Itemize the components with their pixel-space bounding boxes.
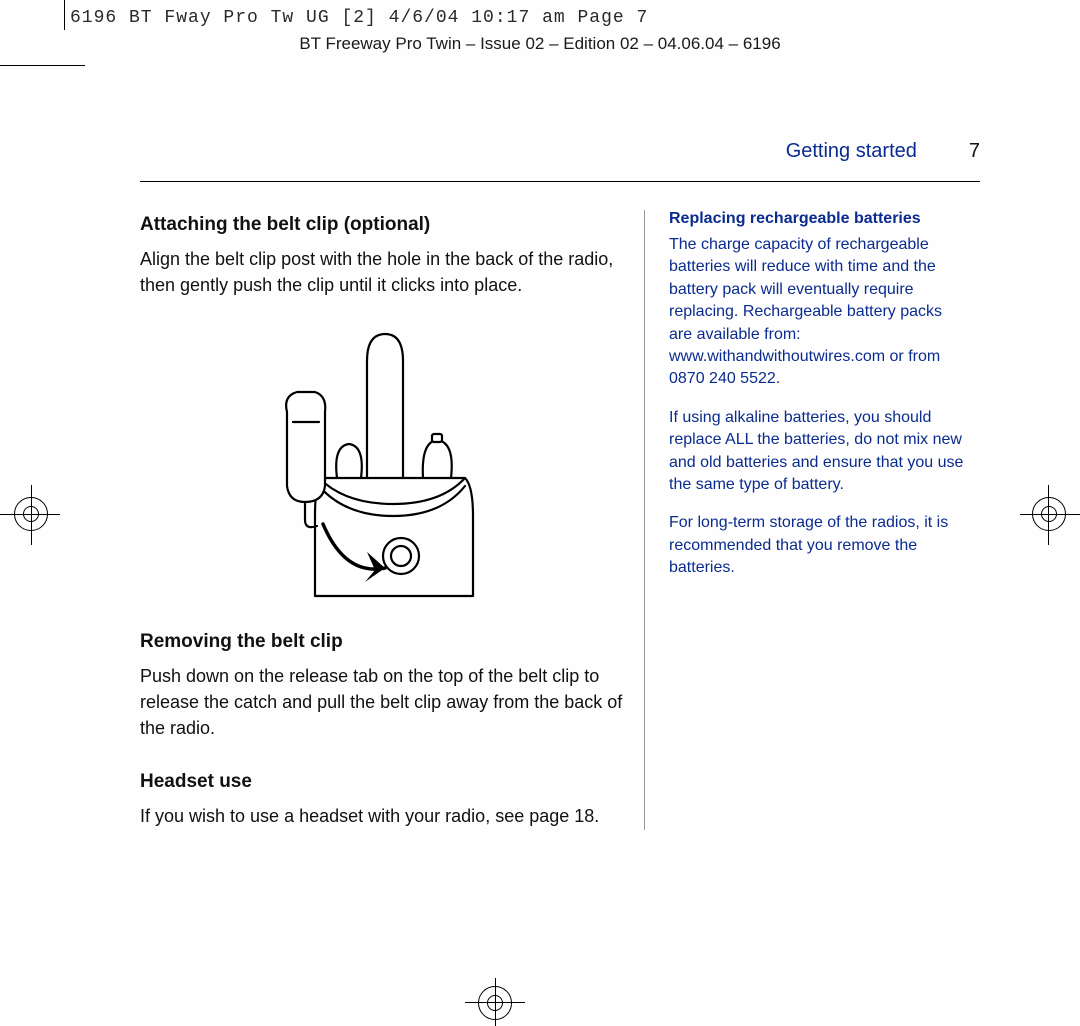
illustration-container	[140, 326, 624, 601]
text-remove-body: Push down on the release tab on the top …	[140, 663, 624, 741]
sidebar-paragraph: If using alkaline batteries, you should …	[669, 407, 965, 497]
registration-mark-icon	[1041, 506, 1057, 522]
sidebar-heading: Replacing rechargeable batteries	[669, 210, 965, 228]
crop-mark	[64, 0, 65, 30]
sidebar-paragraph: For long-term storage of the radios, it …	[669, 512, 965, 579]
text-headset-body: If you wish to use a headset with your r…	[140, 803, 624, 829]
crop-mark	[0, 65, 85, 66]
document-meta-line: BT Freeway Pro Twin – Issue 02 – Edition…	[0, 34, 1080, 54]
subhead-headset: Headset use	[140, 771, 624, 793]
belt-clip-illustration-icon	[275, 326, 490, 601]
two-column-layout: Attaching the belt clip (optional) Align…	[140, 210, 980, 830]
sidebar-column: Replacing rechargeable batteries The cha…	[645, 210, 965, 830]
page-content: Getting started 7 Attaching the belt cli…	[140, 140, 980, 830]
subhead-attach: Attaching the belt clip (optional)	[140, 214, 624, 236]
subhead-remove: Removing the belt clip	[140, 631, 624, 653]
registration-mark-icon	[487, 995, 503, 1011]
text-attach-body: Align the belt clip post with the hole i…	[140, 246, 624, 298]
running-header: Getting started 7	[140, 140, 980, 182]
registration-mark-icon	[23, 506, 39, 522]
sidebar-paragraph: The charge capacity of rechargeable batt…	[669, 234, 965, 391]
page-number: 7	[969, 140, 980, 163]
section-name: Getting started	[786, 140, 917, 163]
main-column: Attaching the belt clip (optional) Align…	[140, 210, 645, 830]
printer-marks-line: 6196 BT Fway Pro Tw UG [2] 4/6/04 10:17 …	[0, 0, 1080, 28]
